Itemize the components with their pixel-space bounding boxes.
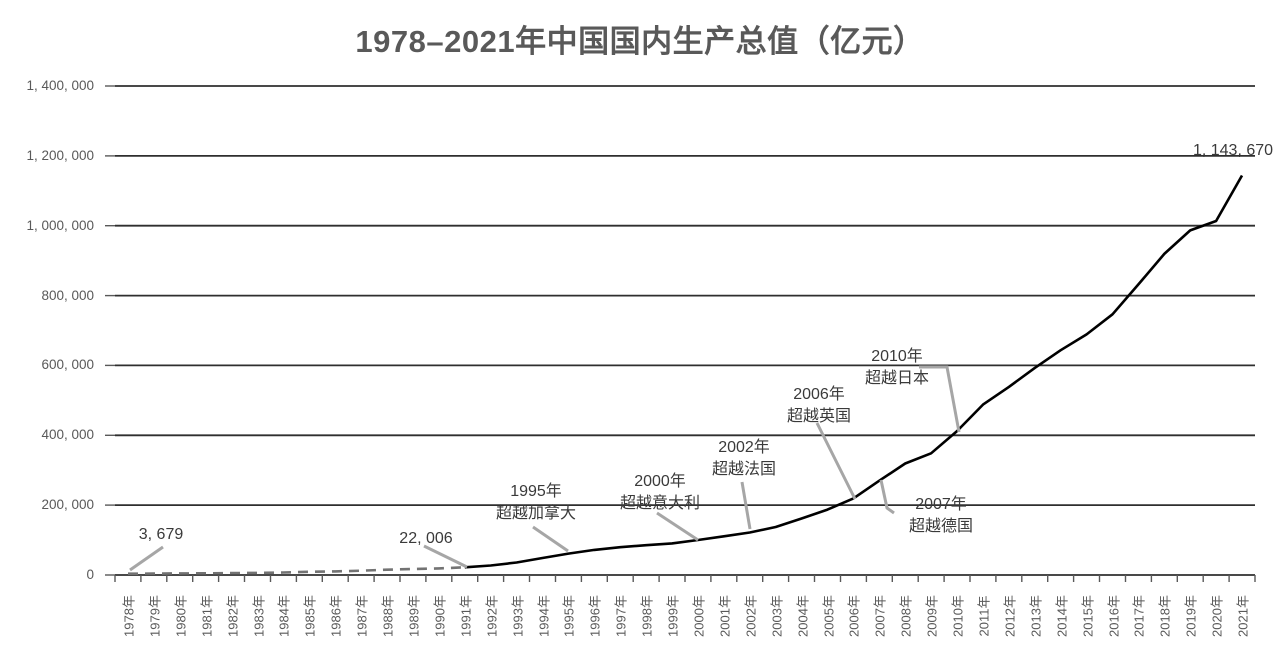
x-axis-label: 2014年: [1054, 595, 1070, 637]
annotation-label: 2006年: [793, 386, 845, 403]
chart-title: 1978–2021年中国国内生产总值（亿元）: [355, 24, 925, 59]
leader-line: [532, 525, 569, 553]
y-axis-label: 1, 200, 000: [26, 147, 94, 163]
x-axis-label: 2021年: [1235, 595, 1251, 637]
annotation-label: 超越日本: [864, 370, 930, 387]
x-axis-label: 1980年: [173, 595, 189, 637]
x-axis-label: 1990年: [432, 595, 448, 637]
x-axis-label: 2009年: [924, 595, 940, 637]
x-axis-label: 1994年: [536, 595, 551, 637]
annotation-label: 超越法国: [711, 461, 777, 478]
x-axis-label: 2004年: [795, 595, 811, 637]
annotation-label: 1995年: [510, 483, 562, 500]
annotation-callout: 2000年超越意大利: [620, 471, 700, 515]
annotation-callout: 2002年超越法国: [712, 437, 776, 481]
y-axis-label: 1, 400, 000: [26, 78, 94, 93]
x-axis-label: 1998年: [639, 595, 655, 637]
y-axis-label: 0: [86, 567, 94, 582]
gdp-line-early-segment: [127, 566, 465, 576]
x-axis-label: 1989年: [406, 595, 422, 637]
x-axis-label: 2018年: [1157, 595, 1173, 637]
x-axis-label: 1982年: [225, 595, 241, 637]
annotation-callout: 3, 679: [139, 524, 183, 546]
x-axis-label: 1979年: [147, 595, 163, 637]
x-axis-label: 1978年: [121, 595, 137, 637]
leader-line: [656, 511, 699, 542]
y-axis-label: 200, 000: [41, 497, 94, 513]
x-axis-label: 2017年: [1131, 595, 1147, 637]
x-axis-label: 2019年: [1183, 595, 1199, 637]
x-axis-label: 1987年: [354, 595, 370, 637]
leader-line: [815, 422, 857, 500]
x-axis-label: 1997年: [613, 595, 629, 637]
annotation-label: 2010年: [871, 348, 923, 365]
x-axis-label: 2011年: [976, 595, 992, 637]
annotation-label: 2007年: [915, 496, 967, 513]
x-axis-label: 1991年: [458, 595, 474, 637]
x-axis-label: 2016年: [1106, 595, 1121, 637]
x-axis-label: 1993年: [510, 595, 526, 637]
x-axis-label: 1985年: [302, 595, 318, 637]
x-axis-label: 1988年: [380, 595, 396, 637]
x-axis-label: 1981年: [199, 595, 215, 637]
x-axis-label: 2006年: [846, 595, 862, 637]
annotation-label: 2002年: [718, 439, 770, 456]
annotation-callout: 1995年超越加拿大: [496, 481, 576, 525]
annotation-callout: 1, 143, 670: [1193, 140, 1273, 162]
y-axis-label: 1, 000, 000: [26, 217, 94, 233]
x-axis-label: 2010年: [950, 595, 966, 637]
y-axis-label: 800, 000: [41, 287, 94, 303]
x-axis-label: 2001年: [717, 595, 733, 637]
x-axis-label: 1995年: [561, 595, 577, 637]
gdp-line: [464, 174, 1244, 569]
x-axis-label: 2008年: [898, 595, 914, 637]
y-axis-label: 600, 000: [41, 357, 94, 373]
x-axis-label: 2015年: [1080, 595, 1096, 637]
annotation-callout: 2006年超越英国: [787, 384, 851, 428]
x-axis-label: 1999年: [665, 595, 681, 637]
x-axis-label: 2003年: [769, 595, 785, 637]
x-axis-label: 2002年: [743, 595, 759, 637]
annotation-label: 超越意大利: [619, 495, 701, 512]
x-axis-label: 2005年: [821, 595, 836, 637]
annotation-callout: 2010年超越日本: [865, 346, 929, 390]
annotation-callout: 2007年超越德国: [909, 494, 973, 538]
x-axis-label: 2013年: [1028, 595, 1044, 637]
x-axis-label: 1992年: [484, 595, 500, 637]
x-axis-label: 1996年: [587, 595, 603, 637]
annotation-callout: 22, 006: [399, 528, 452, 550]
y-axis-label: 400, 000: [41, 427, 94, 443]
leader-line: [740, 481, 752, 530]
annotation-label: 超越加拿大: [495, 505, 577, 522]
x-axis-label: 2012年: [1002, 595, 1018, 637]
annotation-label: 超越德国: [908, 518, 974, 535]
x-axis-label: 1986年: [328, 595, 344, 637]
annotation-label: 22, 006: [399, 530, 453, 547]
x-axis-label: 1983年: [251, 595, 266, 637]
leader-line: [919, 365, 961, 433]
x-axis-label: 2020年: [1209, 595, 1225, 637]
leader-line: [423, 544, 468, 569]
annotation-label: 3, 679: [138, 526, 184, 543]
x-axis-label: 1984年: [276, 595, 292, 637]
x-axis-label: 2000年: [691, 595, 707, 637]
leader-line: [129, 545, 164, 572]
leader-line: [879, 479, 895, 515]
annotation-label: 超越英国: [786, 408, 852, 425]
x-axis-label: 2007年: [872, 595, 888, 637]
annotation-label: 2000年: [634, 473, 686, 490]
annotation-label: 1, 143, 670: [1192, 142, 1274, 159]
